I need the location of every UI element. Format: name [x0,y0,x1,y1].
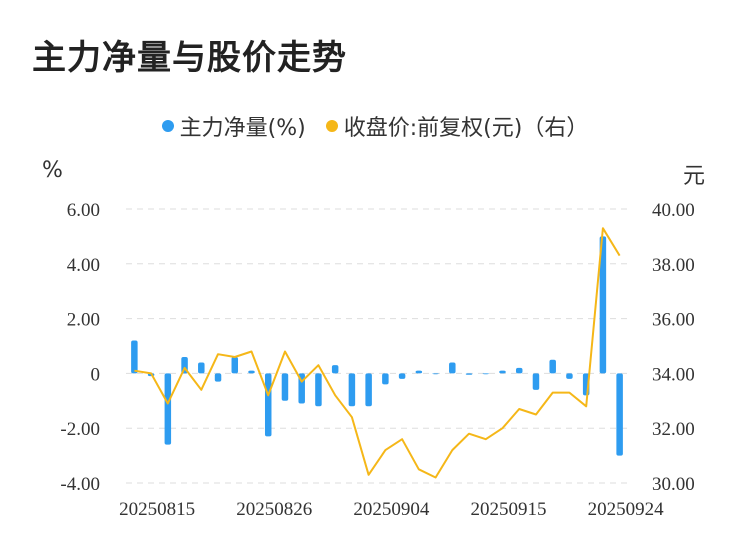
bar[interactable] [415,370,423,374]
bar[interactable] [264,373,272,437]
y-left-tick-label: -2.00 [60,419,100,440]
y-left-tick-label: 2.00 [67,310,100,331]
x-tick-labels: 20250815 20250826 20250904 20250915 20250924 [119,499,664,520]
left-axis-unit: % [42,158,63,183]
bar[interactable] [482,373,490,375]
x-tick-label: 20250915 [471,499,547,520]
y-right-tick-label: 34.00 [652,364,695,385]
x-tick-label: 20250924 [588,499,665,520]
bar-series [131,236,623,456]
bar[interactable] [599,236,607,374]
gridlines [126,208,628,484]
chart-title: 主力净量与股价走势 [32,38,347,78]
line-series [134,227,621,479]
y-left-tick-label: 4.00 [67,255,100,276]
legend-dot-yellow-icon [325,120,338,132]
legend: 主力净量(%) 收盘价:前复权(元)（右） [0,110,750,142]
close-price-line[interactable] [134,227,621,479]
bar[interactable] [214,373,222,382]
bar[interactable] [348,373,356,407]
bar[interactable] [365,373,372,407]
bar[interactable] [164,373,172,445]
bar[interactable] [331,365,339,374]
y-right-tick-label: 30.00 [652,474,695,495]
bar[interactable] [382,373,389,385]
y-right-tick-label: 40.00 [652,200,695,221]
bar[interactable] [616,373,623,456]
bar[interactable] [248,370,255,374]
legend-item-close-price[interactable]: 收盘价:前复权(元)（右） [325,110,589,142]
legend-dot-blue-icon [161,120,174,132]
bar[interactable] [432,373,439,375]
right-y-tick-labels: 40.00 38.00 36.00 34.00 32.00 30.00 [652,200,695,495]
bar[interactable] [231,356,239,374]
legend-label-close-price: 收盘价:前复权(元)（右） [343,116,589,141]
bar[interactable] [131,340,138,374]
y-right-tick-label: 38.00 [652,255,695,276]
y-right-tick-label: 32.00 [652,419,695,440]
left-y-tick-labels: 6.00 4.00 2.00 0 -2.00 -4.00 [60,200,100,495]
bar[interactable] [281,373,289,401]
y-right-tick-label: 36.00 [652,310,695,331]
y-left-tick-label: 6.00 [67,200,100,221]
y-left-tick-label: -4.00 [60,474,100,495]
bar[interactable] [532,373,540,390]
bar[interactable] [566,373,573,379]
legend-item-main-net[interactable]: 主力净量(%) [161,110,306,142]
right-axis-unit: 元 [683,164,706,189]
y-left-tick-label: 0 [91,364,101,385]
bar[interactable] [549,359,556,374]
bar[interactable] [198,362,205,374]
bar[interactable] [449,362,456,374]
bar[interactable] [398,373,406,379]
x-tick-label: 20250904 [353,499,430,520]
x-tick-label: 20250815 [119,499,195,520]
bar[interactable] [515,367,523,374]
legend-label-main-net: 主力净量(%) [179,116,306,141]
bar[interactable] [499,370,506,374]
bar[interactable] [315,373,322,407]
x-tick-label: 20250826 [236,499,312,520]
bar[interactable] [465,373,473,375]
